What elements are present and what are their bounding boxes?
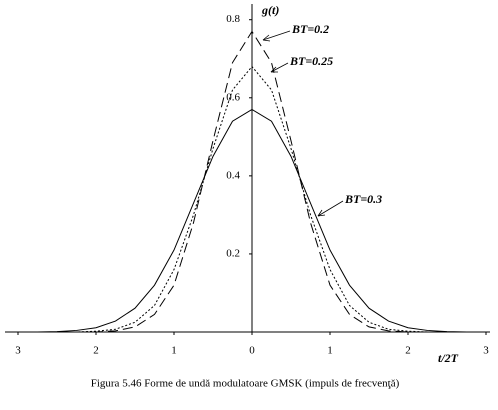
x-axis-label: t/2T	[438, 351, 459, 365]
y-tick-label: 0.6	[226, 91, 240, 103]
y-tick-label: 0.2	[226, 247, 240, 259]
y-tick-label: 0.8	[226, 13, 240, 25]
series-line	[18, 108, 486, 333]
caption: Figura 5.46 Forme de undă modulatoare GM…	[91, 378, 400, 390]
series-line	[18, 30, 486, 333]
x-tick-label: 1	[327, 345, 333, 357]
x-tick-label: 2	[93, 345, 99, 357]
x-tick-label: 0	[249, 345, 255, 357]
annotation-arrows	[262, 30, 344, 217]
x-tick-label: 3	[483, 345, 489, 357]
x-tick-label: 1	[171, 345, 177, 357]
series-label: BT=0.3	[344, 192, 382, 206]
series-label: BT=0.25	[289, 54, 333, 68]
x-tick-label: 2	[405, 345, 411, 357]
y-axis-label: g(t)	[261, 3, 279, 17]
y-tick-label: 0.4	[226, 169, 240, 181]
series-label: BT=0.2	[291, 22, 329, 36]
x-tick-label: 3	[15, 345, 21, 357]
series-line	[18, 65, 486, 333]
